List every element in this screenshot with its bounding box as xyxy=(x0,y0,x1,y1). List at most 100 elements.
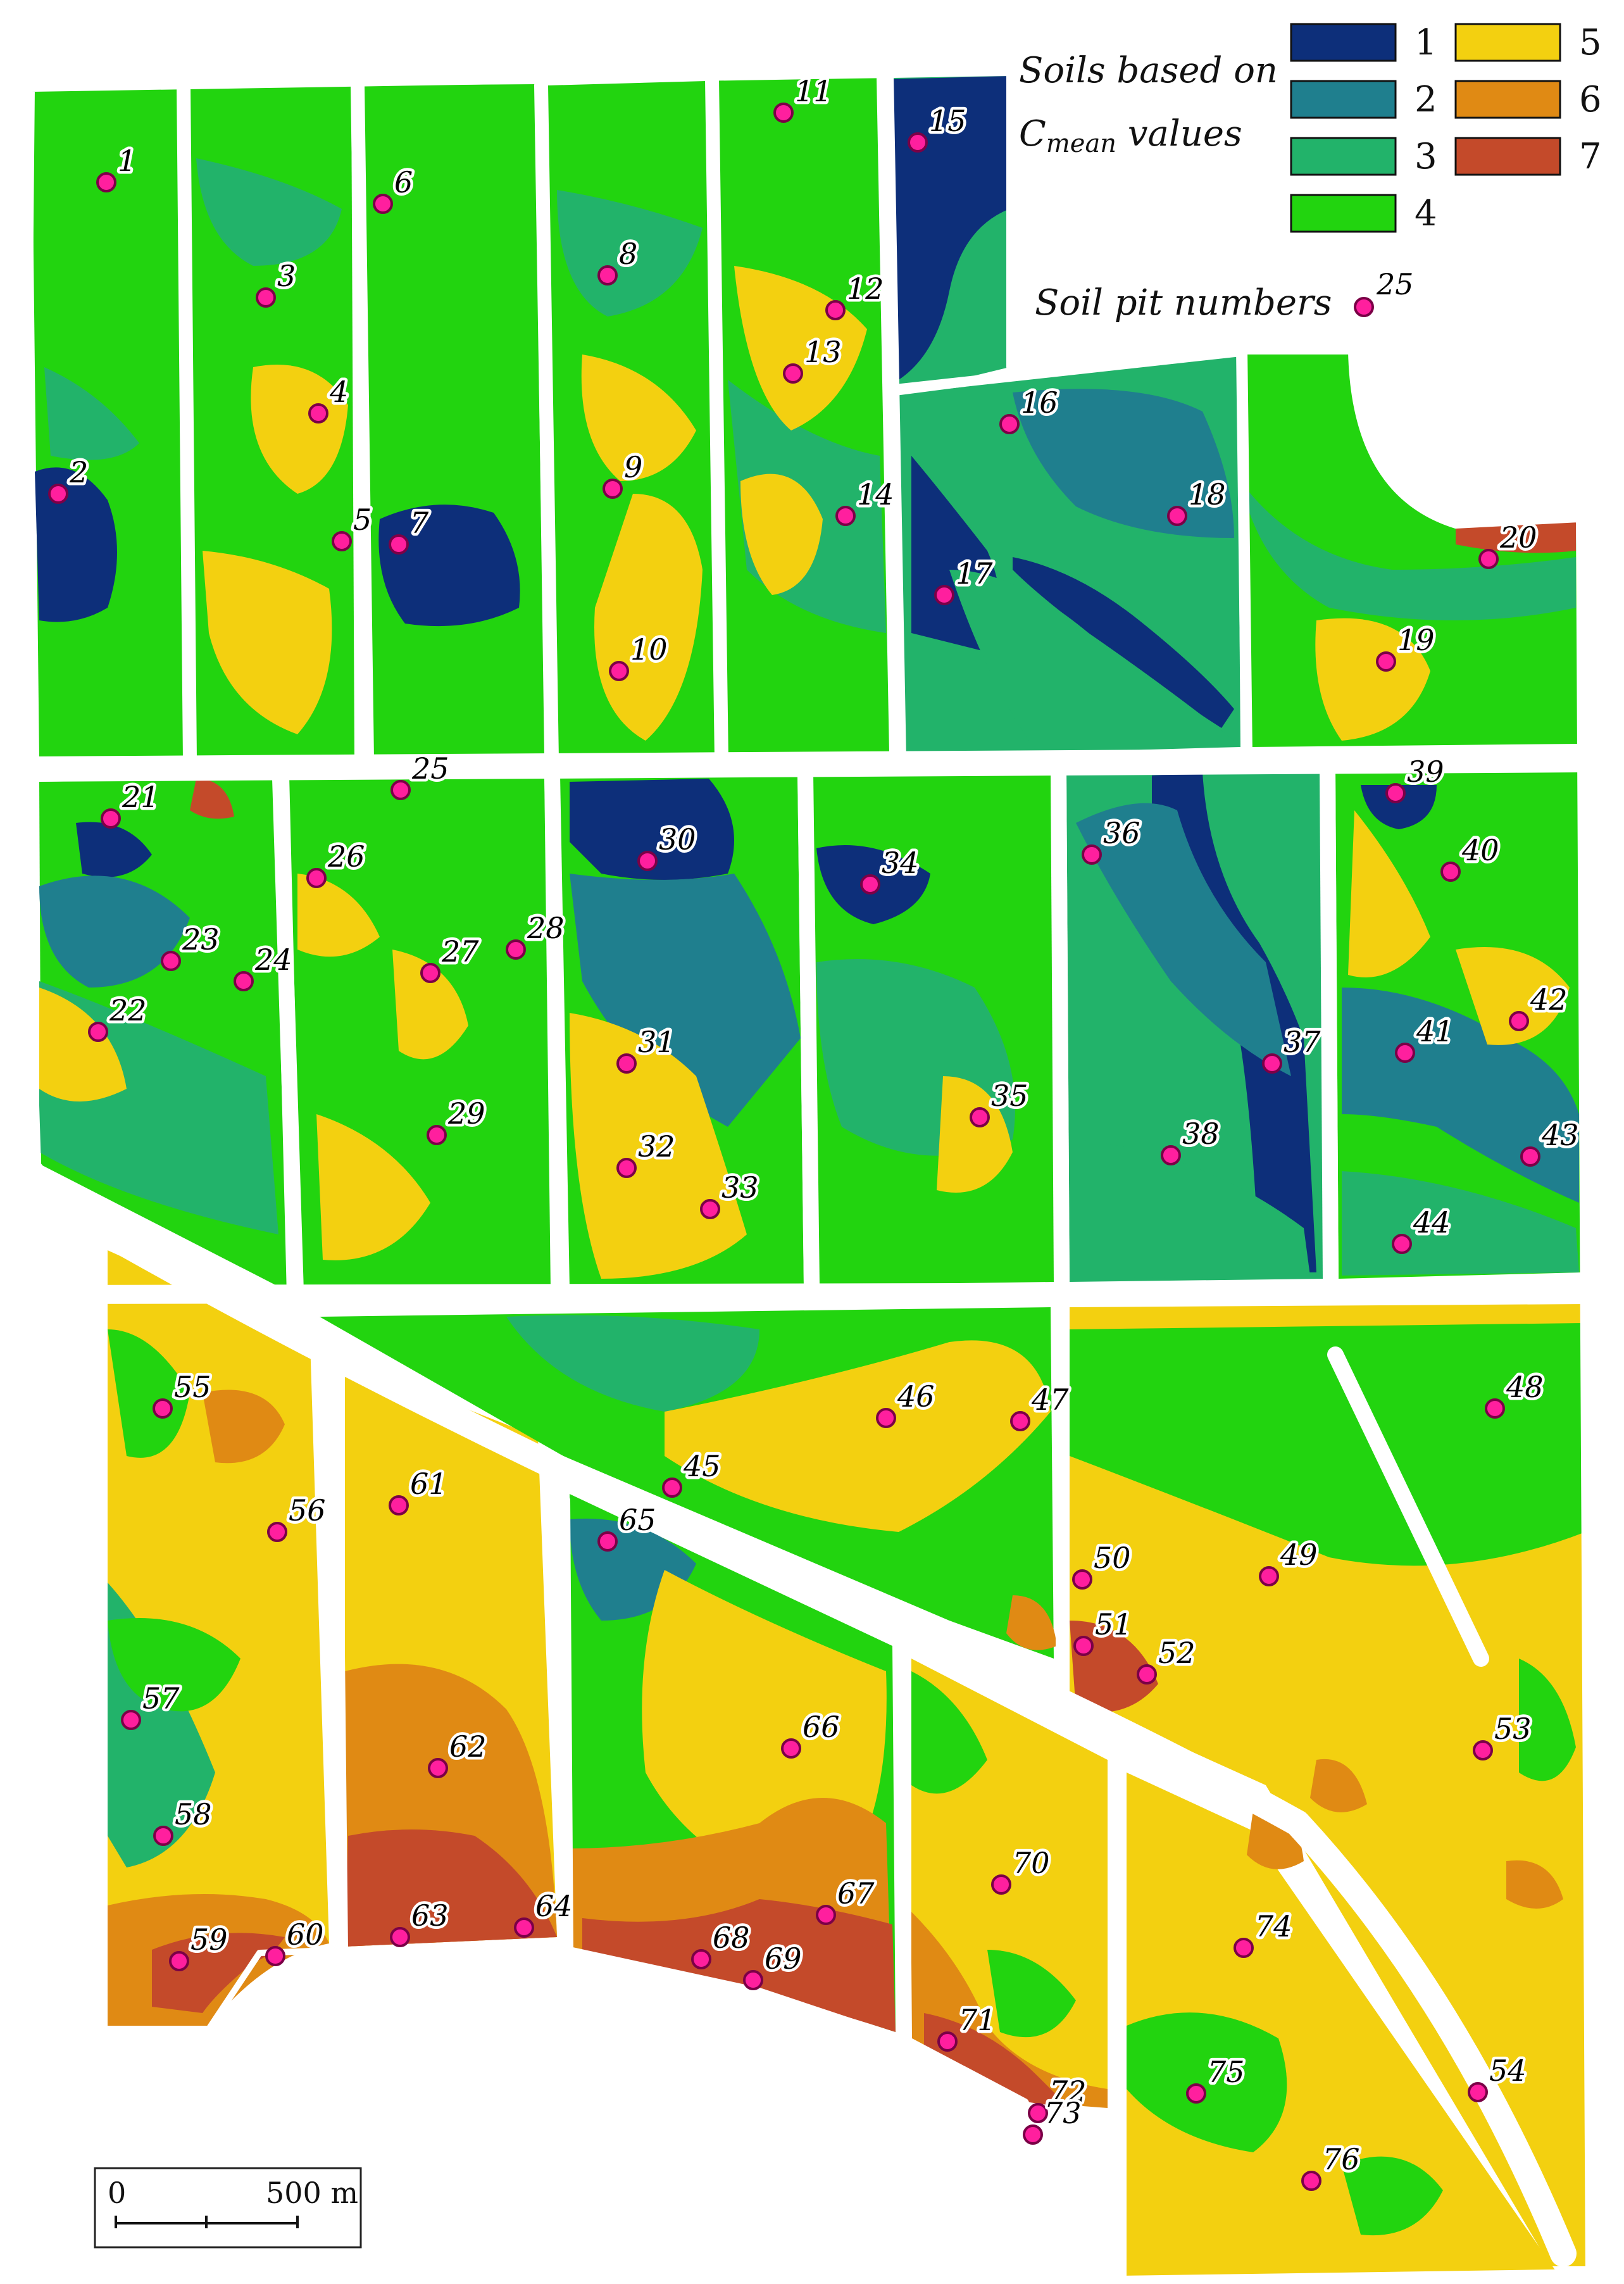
legend-label-class-1: 1 xyxy=(1415,22,1437,63)
soil-patch-class-4 xyxy=(1070,1323,1585,1566)
soil-pit-label: 10 xyxy=(630,632,668,667)
soil-pit-label: 61 xyxy=(410,1467,447,1501)
soil-pit-label: 19 xyxy=(1397,623,1435,657)
field-3 xyxy=(364,84,544,756)
soil-pit-label: 2 xyxy=(69,455,88,489)
legend-swatch-class-7 xyxy=(1454,137,1561,176)
soil-pit-label: 44 xyxy=(1413,1205,1451,1239)
soil-pit-marker xyxy=(1440,862,1461,882)
soil-pit-marker xyxy=(609,661,629,681)
soil-pit-label: 16 xyxy=(1021,386,1058,420)
soil-pit-marker xyxy=(48,484,68,504)
soil-pit-label: 35 xyxy=(991,1079,1028,1113)
field-21 xyxy=(1127,1773,1557,2276)
soil-pit-marker xyxy=(1072,1569,1092,1590)
soil-pit-label: 52 xyxy=(1158,1636,1196,1670)
soil-patch-class-5 xyxy=(203,551,332,734)
soil-patch-class-5 xyxy=(665,1340,1051,1532)
soil-pit-marker xyxy=(616,1158,637,1178)
soil-pit-marker xyxy=(161,951,181,971)
soil-patch-class-5 xyxy=(316,1114,430,1260)
soil-pit-marker xyxy=(662,1478,682,1498)
soil-pit-label: 14 xyxy=(857,477,894,511)
soil-pit-label: 37 xyxy=(1284,1025,1321,1059)
soil-pit-label: 6 xyxy=(394,165,413,199)
soil-pit-label: 18 xyxy=(1189,477,1226,511)
soil-pit-marker xyxy=(743,1970,763,1990)
road xyxy=(1051,760,1070,1293)
soil-pit-label: 4 xyxy=(329,375,348,409)
soil-pit-label: 15 xyxy=(929,104,966,138)
soil-pit-marker xyxy=(1520,1146,1540,1167)
soil-patch-class-7 xyxy=(152,1933,285,2013)
scale-start-label: 0 xyxy=(108,2176,126,2210)
road xyxy=(177,78,197,767)
soil-pit-label: 62 xyxy=(449,1729,487,1764)
soil-pit-marker xyxy=(1010,1411,1030,1431)
legend-label-class-6: 6 xyxy=(1579,79,1602,120)
soil-patch-class-5 xyxy=(581,355,696,481)
soil-pit-label: 46 xyxy=(897,1379,935,1414)
soil-pit-label: 60 xyxy=(287,1917,324,1952)
soil-patch-class-6 xyxy=(1506,1860,1563,1909)
soil-patch-class-7 xyxy=(582,1899,896,2032)
soil-patch-class-4 xyxy=(108,1618,240,1712)
road xyxy=(705,72,728,767)
soil-pit-marker xyxy=(1167,506,1187,526)
soil-pit-marker xyxy=(1023,2124,1043,2145)
soil-patch-class-1 xyxy=(1013,557,1234,728)
soil-patch-class-6 xyxy=(1310,1759,1367,1812)
soil-pit-marker xyxy=(1376,651,1396,672)
soil-pit-label: 5 xyxy=(353,503,372,537)
legend-pit-marker xyxy=(1354,297,1374,317)
legend-label-class-3: 3 xyxy=(1415,136,1437,177)
soil-pit-marker xyxy=(1468,2082,1488,2102)
soil-patch-class-4 xyxy=(1127,2012,1287,2152)
road xyxy=(534,78,559,767)
road xyxy=(274,768,302,1302)
road xyxy=(1236,342,1252,759)
legend-pit-example: 25 xyxy=(1376,267,1414,301)
soil-pit-marker xyxy=(506,939,526,960)
soil-pit-label: 40 xyxy=(1461,833,1499,867)
soil-pit-label: 75 xyxy=(1208,2055,1245,2089)
soil-pit-marker xyxy=(1028,2103,1048,2123)
soil-patch-class-2 xyxy=(570,874,801,1127)
soil-pit-marker xyxy=(1161,1145,1181,1165)
soil-pit-marker xyxy=(88,1022,108,1042)
soil-pit-label: 29 xyxy=(447,1096,485,1131)
soil-pit-label: 64 xyxy=(535,1889,573,1923)
soil-pit-label: 41 xyxy=(1416,1014,1454,1048)
soil-pit-label: 69 xyxy=(765,1942,802,1976)
soil-patch-class-1 xyxy=(378,505,520,627)
soil-patch-class-5 xyxy=(1315,618,1430,741)
soil-pit-marker xyxy=(1262,1053,1282,1074)
soil-pit-label: 67 xyxy=(837,1876,875,1911)
soil-pit-label: 43 xyxy=(1541,1118,1579,1152)
soil-pit-label: 30 xyxy=(659,822,696,856)
soil-pit-label: 20 xyxy=(1499,520,1537,555)
soil-pit-marker xyxy=(637,851,658,871)
soil-pit-label: 42 xyxy=(1530,982,1568,1017)
soil-pit-marker xyxy=(700,1199,720,1219)
legend-label-class-4: 4 xyxy=(1415,193,1437,234)
soil-pit-label: 21 xyxy=(122,780,159,814)
soil-pit-label: 73 xyxy=(1044,2096,1082,2130)
soil-pit-label: 34 xyxy=(882,846,919,880)
soil-pit-marker xyxy=(373,194,393,214)
soil-pit-marker xyxy=(825,300,846,320)
soil-pit-label: 58 xyxy=(175,1797,212,1831)
soil-patch-class-3 xyxy=(196,158,342,266)
road xyxy=(544,765,568,1299)
soil-pit-marker xyxy=(934,585,954,605)
soil-pit-marker xyxy=(970,1107,990,1127)
soil-pit-marker xyxy=(306,868,327,888)
soil-patch-class-3 xyxy=(1076,1139,1310,1279)
soil-pit-marker xyxy=(332,531,352,551)
map-legend: Soils based on Cmean values 1 2 3 4 5 6 7 Soil… xyxy=(1013,13,1620,329)
soil-pit-marker xyxy=(265,1946,285,1966)
soil-pit-marker xyxy=(908,132,928,153)
soil-pits: 1234567891011121314151617181920212223242… xyxy=(48,72,1582,2191)
soil-patch-class-1 xyxy=(570,779,734,880)
